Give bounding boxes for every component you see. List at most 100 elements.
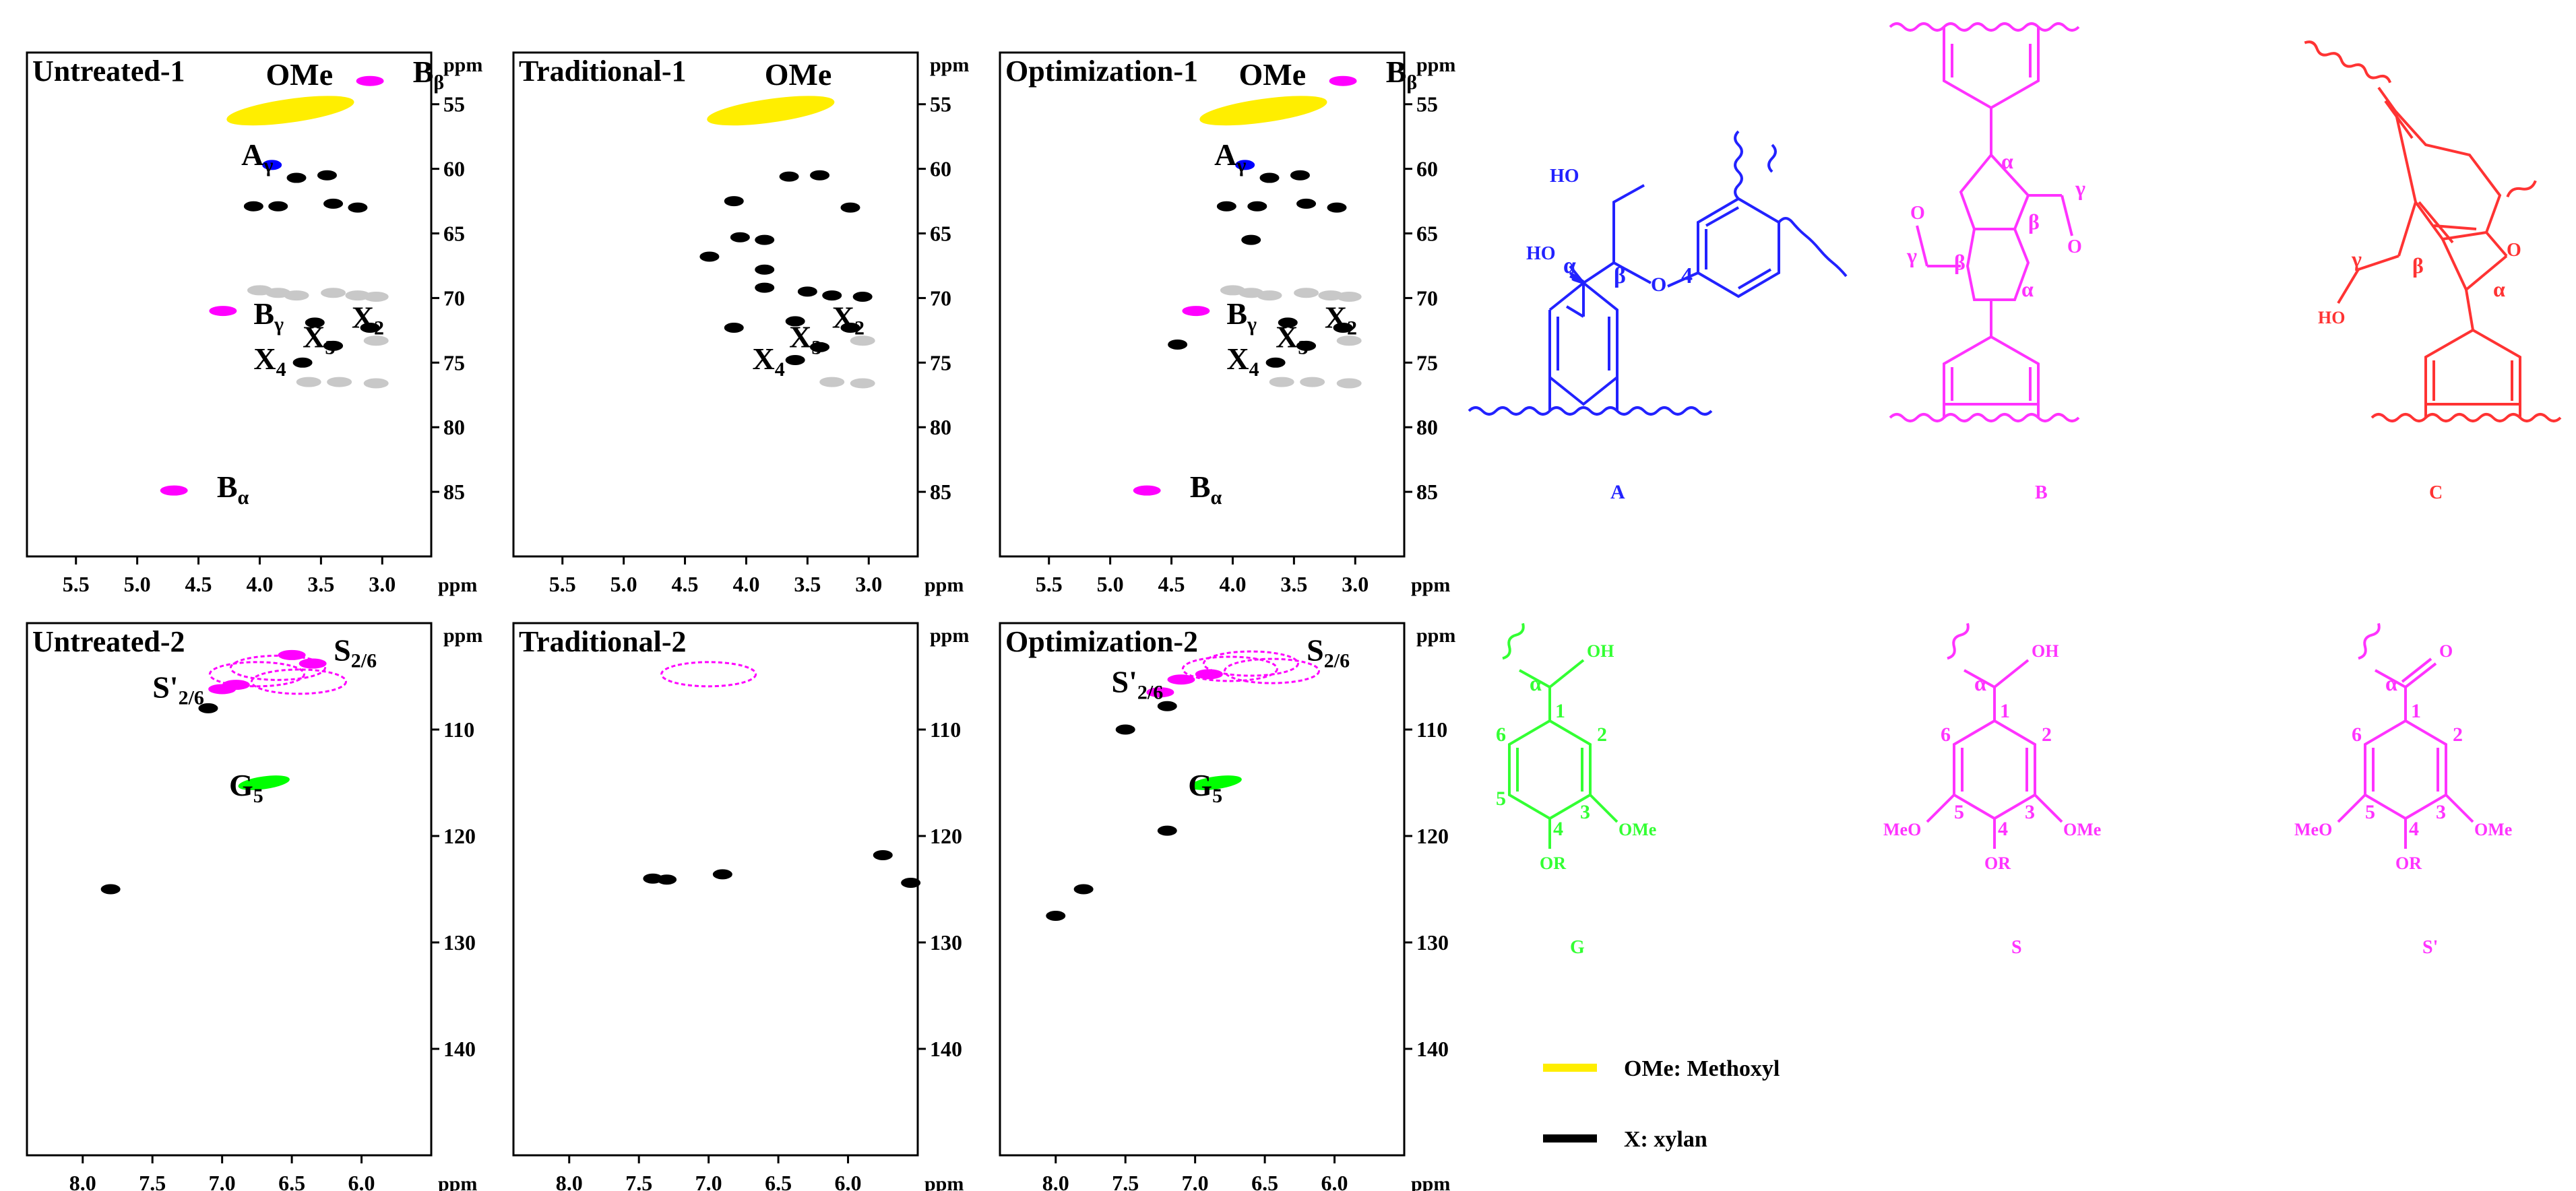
peak <box>1300 377 1325 387</box>
struct-G-n5: 5 <box>1496 787 1506 810</box>
struct-B-beta2: β <box>1954 250 1966 274</box>
x-axis-label: ppm <box>924 574 964 596</box>
y-tick-label: 65 <box>930 222 951 246</box>
plot-frame <box>512 51 919 558</box>
struct-Sp-n3: 3 <box>2436 801 2446 823</box>
peak-label: OMe <box>1239 57 1307 92</box>
peak <box>356 75 384 86</box>
legend: OMe: Methoxyl X: xylan <box>1543 1056 1780 1152</box>
peak <box>785 354 805 365</box>
struct-C-o: O <box>2507 240 2521 261</box>
peak-label-sub: 2/6 <box>1324 649 1350 672</box>
struct-S-alpha: α <box>1974 671 1986 695</box>
peak-label-sub: 2/6 <box>179 687 204 709</box>
y-tick-label: 75 <box>930 350 951 375</box>
peak <box>724 196 744 207</box>
struct-G-label: G <box>1570 937 1585 958</box>
peak <box>250 668 347 695</box>
y-tick-label: 85 <box>1416 480 1438 504</box>
peak <box>1046 911 1066 921</box>
struct-A-beta: β <box>1614 263 1626 288</box>
peak-label-sub: γ <box>1236 154 1246 176</box>
struct-A-oh-left: HO <box>1526 243 1556 264</box>
x-tick-label: 3.5 <box>307 572 334 596</box>
x-axis-label: ppm <box>1411 574 1450 596</box>
peak-label: S'2/6 <box>1112 665 1164 704</box>
y-tick-label: 110 <box>1416 717 1447 742</box>
peak <box>1278 317 1298 328</box>
peak-label: OMe <box>765 57 832 92</box>
peak <box>296 377 321 387</box>
peak <box>317 170 337 181</box>
struct-G-ome: OMe <box>1619 820 1656 839</box>
y-tick-label: 80 <box>1416 415 1438 439</box>
peak <box>226 96 354 126</box>
plot-frame <box>26 622 433 1157</box>
struct-B-o2: O <box>2067 236 2082 257</box>
peak <box>1296 198 1317 209</box>
peak <box>819 377 845 387</box>
x-tick-label: 7.0 <box>695 1171 722 1191</box>
struct-Sp-ome-left: MeO <box>2294 820 2332 839</box>
y-tick-label: 130 <box>1416 930 1449 955</box>
x-tick-label: 6.5 <box>765 1171 792 1191</box>
peak <box>1238 288 1264 298</box>
struct-G-n4: 4 <box>1553 818 1563 840</box>
peak <box>1327 202 1347 213</box>
struct-C-ho: HO <box>2318 308 2345 327</box>
peak <box>262 160 282 170</box>
peak <box>268 201 288 212</box>
y-axis-label: ppm <box>930 54 969 76</box>
y-tick-label: 80 <box>930 415 951 439</box>
structure-S <box>1926 622 2063 849</box>
plot-frame <box>512 622 919 1157</box>
x-tick-label: 4.0 <box>732 572 759 596</box>
struct-S-ome-right: OMe <box>2063 820 2101 839</box>
peak <box>100 884 121 895</box>
y-axis-label: ppm <box>1416 624 1455 647</box>
y-tick-label: 70 <box>443 286 465 310</box>
x-tick-label: 6.0 <box>348 1171 375 1191</box>
struct-S-n6: 6 <box>1941 723 1951 746</box>
peak <box>292 357 313 368</box>
struct-B-label: B <box>2035 482 2048 503</box>
panel-title: Untreated-2 <box>32 625 185 658</box>
y-tick-label: 140 <box>930 1037 962 1061</box>
structure-S-prime <box>2337 622 2474 849</box>
peak <box>1157 825 1177 836</box>
y-axis-label: ppm <box>443 54 482 76</box>
x-tick-label: 7.0 <box>1182 1171 1209 1191</box>
peak <box>840 202 860 213</box>
peak-label-sub: γ <box>1247 313 1257 335</box>
peak <box>1167 674 1195 685</box>
peak <box>1259 172 1280 183</box>
peak <box>1202 650 1299 677</box>
peak <box>657 874 677 885</box>
peak <box>699 251 720 262</box>
x-tick-label: 5.5 <box>63 572 90 596</box>
struct-S-n1: 1 <box>2000 700 2010 722</box>
y-tick-label: 70 <box>1416 286 1438 310</box>
struct-B-gamma2: γ <box>1906 243 1917 267</box>
peak <box>712 869 732 880</box>
peak <box>327 377 352 387</box>
peak <box>810 170 830 181</box>
struct-G-n2: 2 <box>1597 723 1607 746</box>
peak <box>1182 306 1210 317</box>
y-tick-label: 110 <box>443 717 474 742</box>
y-tick-label: 55 <box>1416 92 1438 117</box>
peak-label: X2 <box>1325 300 1357 340</box>
x-tick-label: 5.5 <box>549 572 576 596</box>
struct-G-oh: OH <box>1587 641 1614 661</box>
y-tick-label: 140 <box>443 1037 476 1061</box>
peak-label-sub: 2/6 <box>1137 682 1163 704</box>
peak <box>238 775 290 790</box>
peak <box>363 291 389 302</box>
struct-C-beta: β <box>2412 253 2424 278</box>
peak <box>1223 657 1320 684</box>
structure-B-text: α α β β γ γ O O B <box>1906 149 2085 503</box>
panel-title: Traditional-1 <box>519 55 687 88</box>
struct-S-n3: 3 <box>2025 801 2035 823</box>
peak <box>1216 201 1236 212</box>
